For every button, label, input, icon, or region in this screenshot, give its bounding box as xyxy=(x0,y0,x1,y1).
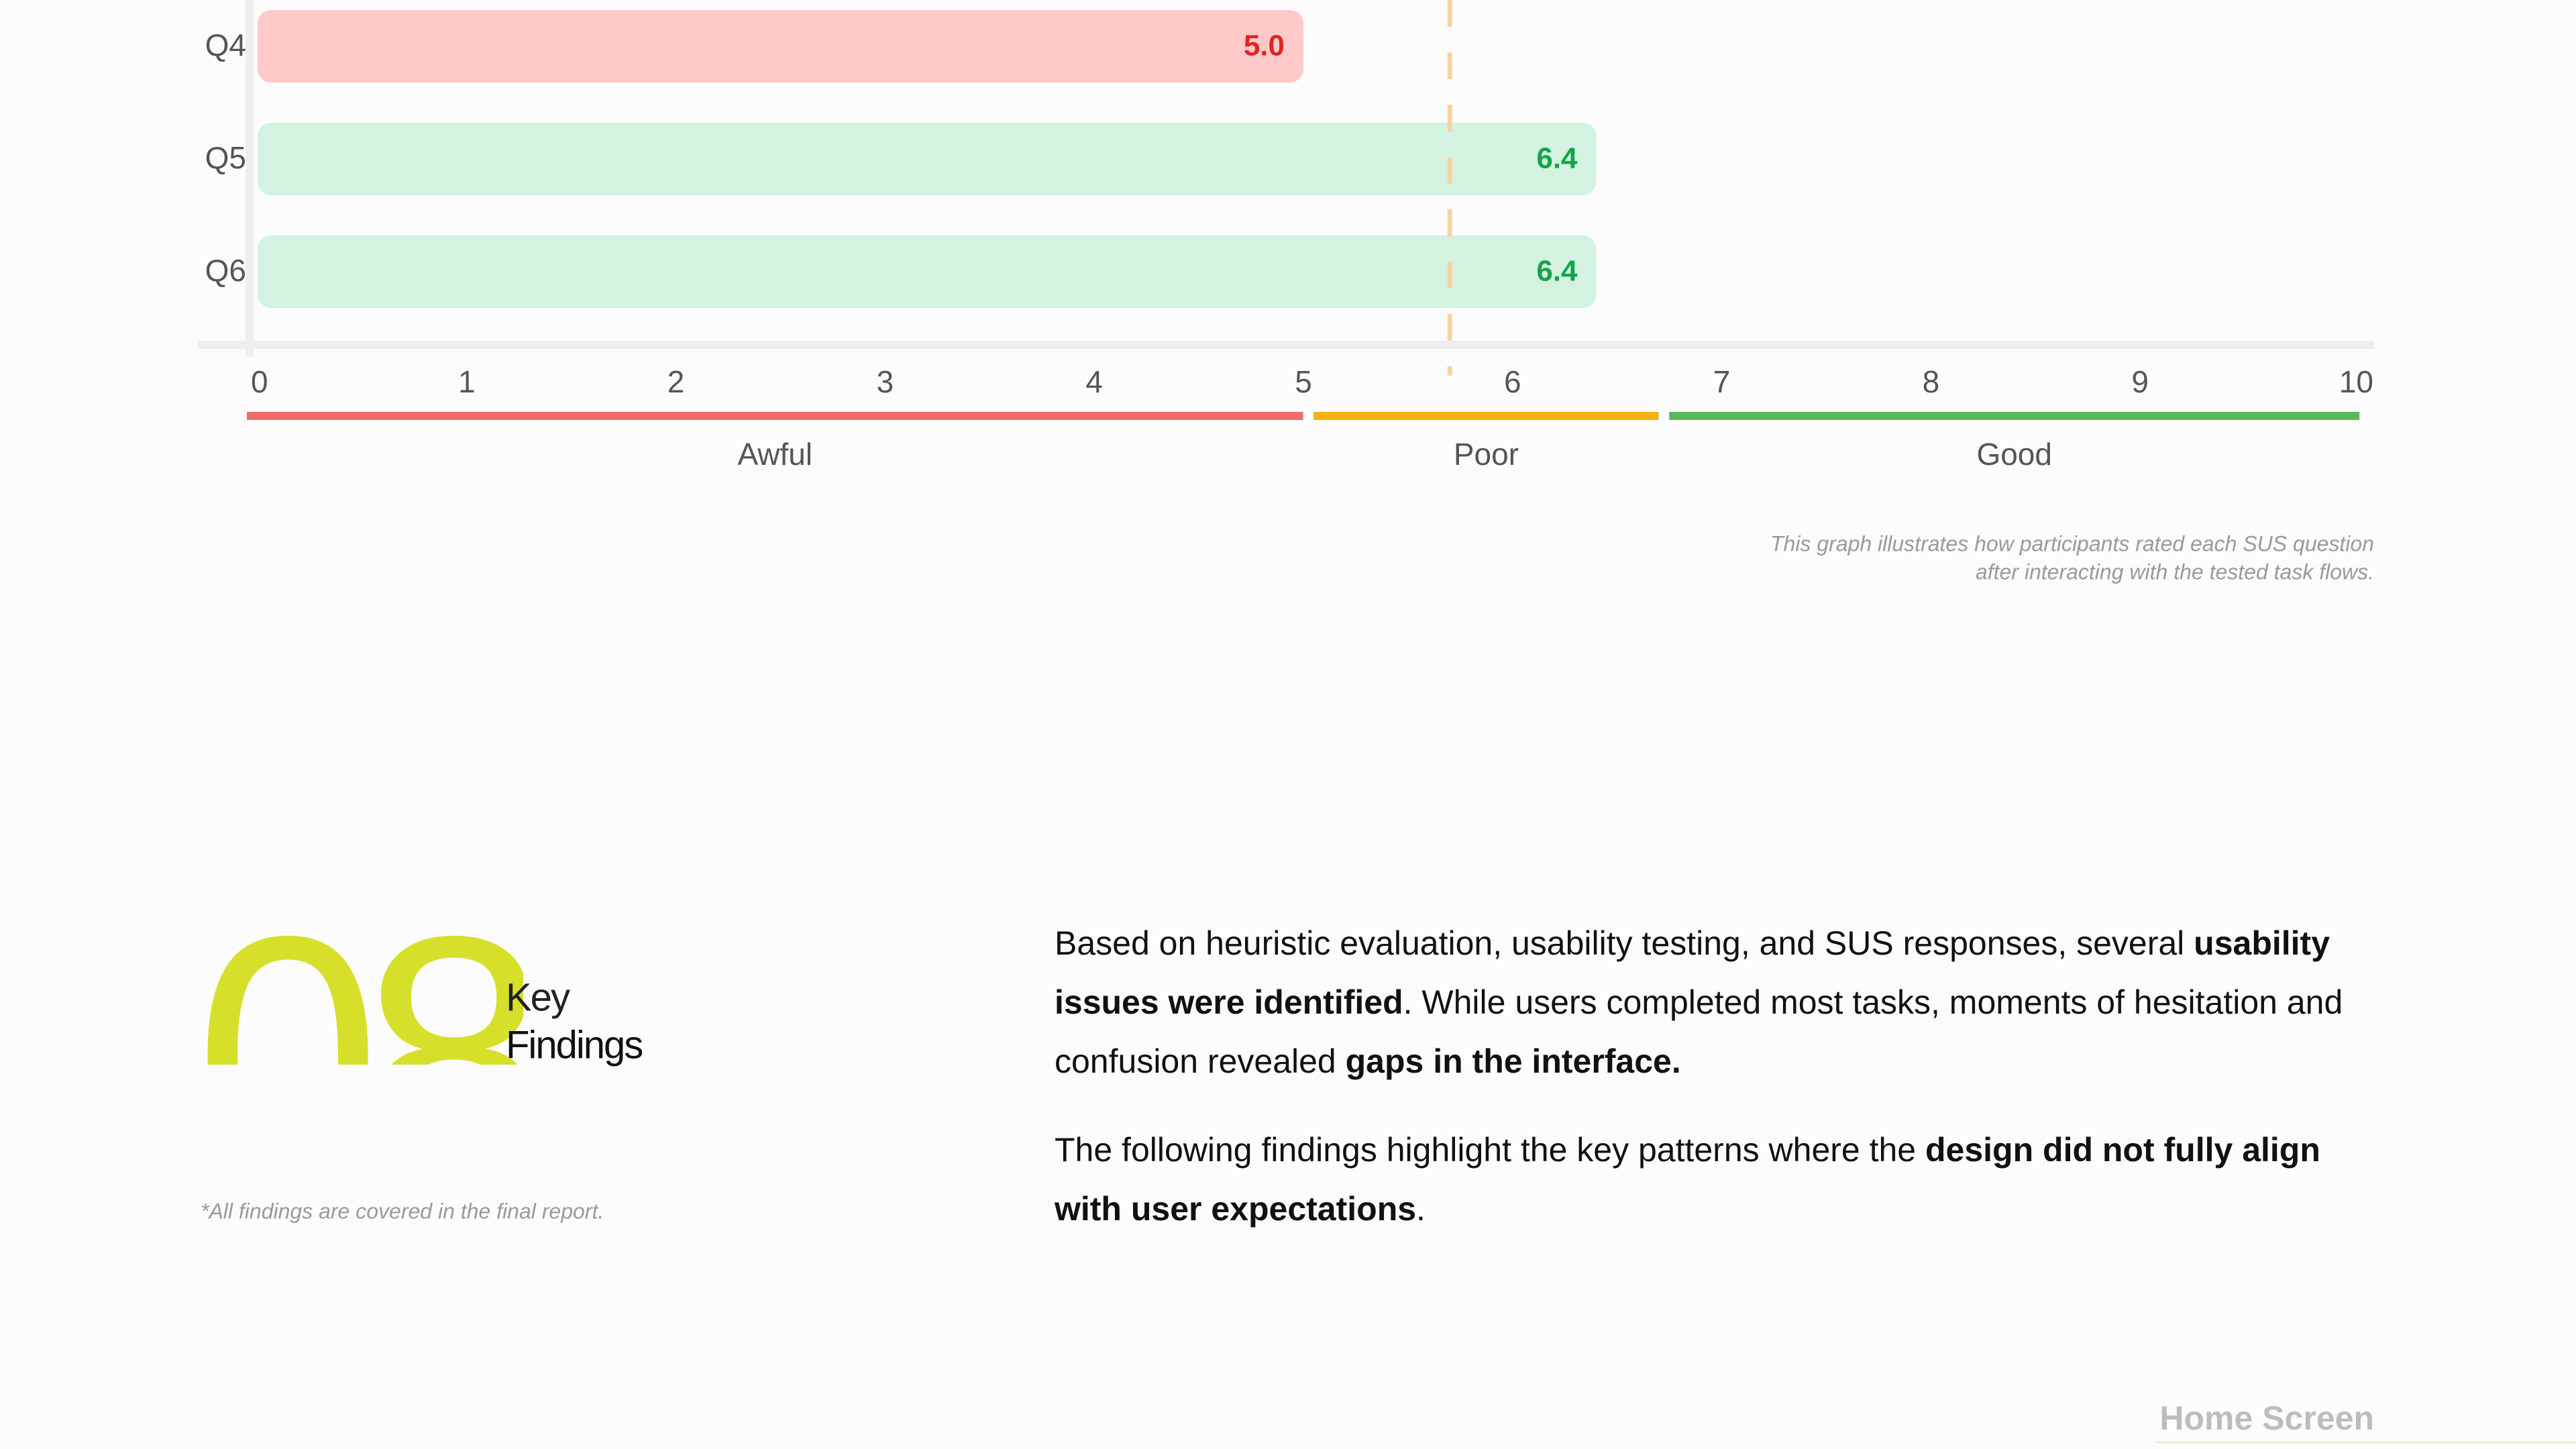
emphasis: usability issues were identified xyxy=(1055,924,2330,1021)
x-tick-label: 4 xyxy=(1085,364,1103,399)
category-label: Q5 xyxy=(205,140,246,175)
paragraph: Based on heuristic evaluation, usability… xyxy=(1055,914,2379,1091)
x-tick-label: 1 xyxy=(458,364,476,399)
x-tick-label: 3 xyxy=(877,364,894,399)
section-title: Findings xyxy=(506,1023,642,1067)
bar xyxy=(258,123,1597,195)
category-label: Q4 xyxy=(205,28,246,62)
value-label: 6.4 xyxy=(1536,255,1578,288)
x-tick-label: 0 xyxy=(251,364,268,399)
emphasis: design did not fully align with user exp… xyxy=(1055,1131,2320,1228)
section-number: 08 xyxy=(195,866,534,1241)
x-tick-label: 8 xyxy=(1923,364,1940,399)
bar xyxy=(258,235,1597,308)
text-run: Based on heuristic evaluation, usability… xyxy=(1055,924,2194,962)
value-label: 6.4 xyxy=(1536,142,1578,175)
text-run: . While users completed most tasks, mome… xyxy=(1055,983,2343,1080)
caption: This graph illustrates how participants … xyxy=(1770,531,2374,555)
band-label: Good xyxy=(1976,437,2052,472)
section-title: Key xyxy=(506,975,570,1019)
x-tick-label: 2 xyxy=(667,364,685,399)
text-run: The following findings highlight the key… xyxy=(1055,1131,1925,1169)
band-label: Awful xyxy=(737,437,812,472)
band xyxy=(1313,412,1659,420)
x-tick-label: 6 xyxy=(1504,364,1521,399)
x-tick-label: 5 xyxy=(1295,364,1312,399)
category-label: Q6 xyxy=(205,253,246,288)
x-tick-label: 9 xyxy=(2131,364,2149,399)
band xyxy=(247,412,1303,420)
y-axis-line xyxy=(246,0,254,357)
band-label: Poor xyxy=(1454,437,1519,472)
findings-text: Based on heuristic evaluation, usability… xyxy=(1055,914,2379,1268)
x-tick-label: 7 xyxy=(1713,364,1731,399)
text-run: . xyxy=(1416,1190,1426,1228)
x-axis-line xyxy=(197,341,2374,349)
caption: after interacting with the tested task f… xyxy=(1976,559,2374,584)
bar xyxy=(258,10,1303,83)
x-tick-label: 10 xyxy=(2339,364,2373,399)
footer-label: Home Screen xyxy=(2159,1399,2374,1437)
emphasis: gaps in the interface. xyxy=(1345,1042,1681,1080)
footnote: *All findings are covered in the final r… xyxy=(201,1199,604,1223)
band xyxy=(1669,412,2360,420)
value-label: 5.0 xyxy=(1244,30,1285,62)
paragraph: The following findings highlight the key… xyxy=(1055,1120,2379,1238)
